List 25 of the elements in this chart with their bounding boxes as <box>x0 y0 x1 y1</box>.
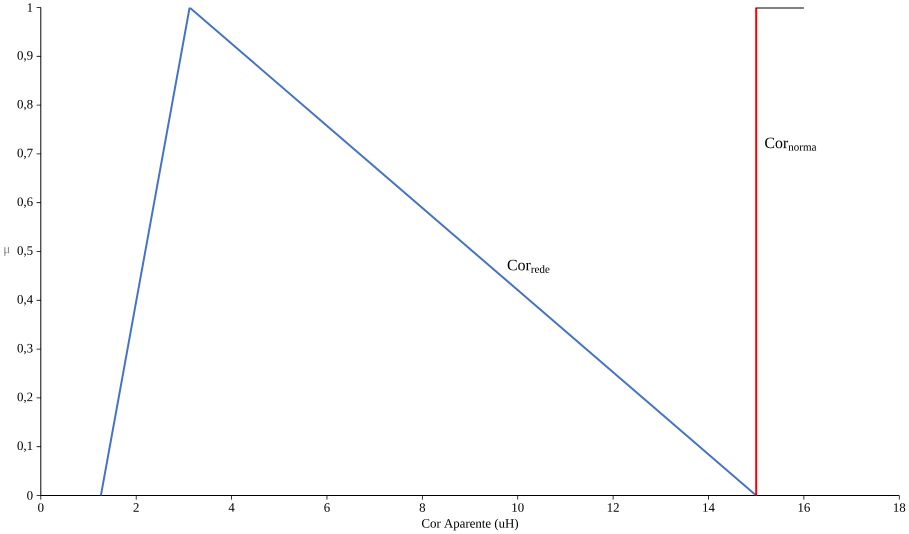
x-tick-label: 4 <box>228 503 235 512</box>
y-tick-label: 0 <box>27 491 33 500</box>
y-tick-label: 0,5 <box>18 246 33 257</box>
series-label: Cor$_{rede}$ <box>508 260 550 274</box>
y-tick-label: 0,3 <box>18 344 33 355</box>
x-tick-label: 14 <box>703 503 715 512</box>
y-tick-label: 0,1 <box>18 442 32 452</box>
x-tick-label: 2 <box>134 503 139 512</box>
y-axis-title: μ <box>4 247 10 256</box>
x-tick-label: 18 <box>894 503 906 512</box>
y-tick-label: 0,7 <box>18 148 33 160</box>
x-tick-label: 0 <box>38 503 44 512</box>
y-tick-label: 0,9 <box>18 51 33 62</box>
y-tick-label: 0,6 <box>18 198 33 208</box>
x-tick-label: 16 <box>798 503 810 512</box>
x-tick-label: 12 <box>608 503 619 512</box>
series-label: Cor$_{norma}$ <box>765 138 816 151</box>
x-axis-title: Cor Aparente (uH) <box>422 518 518 531</box>
x-tick-label: 8 <box>420 503 426 512</box>
y-tick-label: 0,4 <box>18 295 33 306</box>
x-tick-label: 10 <box>512 503 524 512</box>
y-tick-label: 1 <box>28 3 32 12</box>
x-tick-label: 6 <box>324 503 330 512</box>
y-tick-label: 0,8 <box>18 100 33 111</box>
y-tick-label: 0,2 <box>18 392 32 404</box>
